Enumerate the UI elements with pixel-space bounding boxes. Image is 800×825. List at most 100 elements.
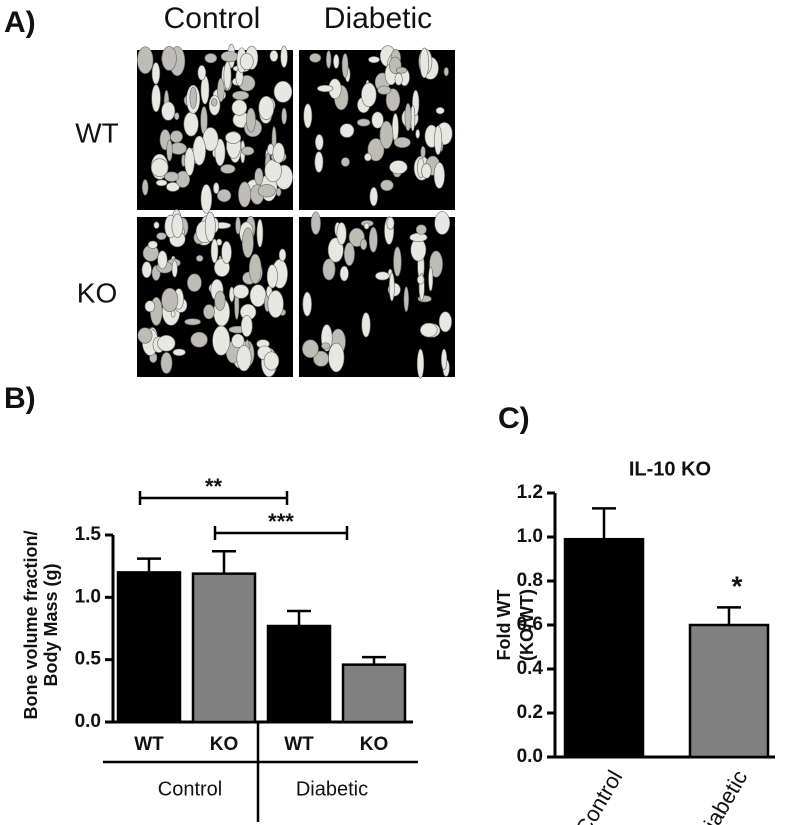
bone-blob [314, 134, 324, 151]
bone-blob [344, 242, 355, 266]
bone-blob [183, 111, 199, 137]
bone-blob [438, 311, 452, 333]
bone-blob [302, 291, 312, 317]
bone-blob [341, 53, 349, 79]
bone-blob [303, 103, 313, 129]
bone-blob [137, 327, 153, 344]
bone-blob [368, 56, 380, 64]
bone-blob [420, 146, 426, 159]
bone-blob [389, 160, 408, 175]
bone-blob [416, 348, 425, 379]
bone-blob [217, 78, 225, 103]
y-axis-label: Body Mass (g) [41, 563, 61, 686]
bone-blob [403, 286, 409, 312]
y-tick-label: 0.6 [517, 614, 543, 635]
bone-blob [190, 331, 208, 348]
bone-blob [147, 240, 158, 249]
bone-blob [428, 266, 434, 292]
column-label: Diabetic [324, 2, 432, 35]
bone-blob [240, 314, 253, 337]
bone-blob [257, 184, 276, 198]
bone-blob [339, 123, 355, 138]
group-label: Diabetic [296, 778, 368, 800]
bone-blob [203, 304, 215, 320]
x-tick-label: KO [360, 734, 389, 755]
row-label: KO [77, 277, 117, 308]
y-axis-label: (KO/WT) [517, 589, 537, 661]
y-tick-label: 1.5 [75, 524, 102, 545]
bone-blob [151, 84, 161, 113]
x-tick-label: Diabetic [691, 766, 752, 825]
bone-blob [171, 213, 184, 239]
bone-blob [367, 138, 385, 162]
bone-blob [160, 352, 173, 374]
panel-label: C) [498, 402, 530, 435]
bone-blob [238, 181, 252, 208]
x-tick-label: WT [134, 734, 164, 755]
significance-label: ** [205, 474, 223, 499]
bone-blob [220, 50, 239, 63]
bone-blob [278, 248, 287, 262]
ct-images [137, 43, 455, 379]
bone-blob [310, 211, 321, 235]
bone-blob [434, 211, 451, 235]
bone-blob [232, 90, 250, 101]
bone-blob [256, 219, 264, 248]
bone-blob [161, 46, 177, 71]
bone-blob [267, 290, 284, 318]
bone-blob [192, 135, 206, 166]
bone-blob [214, 138, 226, 167]
bone-blob [204, 211, 216, 242]
bone-blob [211, 98, 218, 107]
bone-blob [200, 184, 213, 214]
bone-blob [232, 284, 250, 299]
bone-blob [443, 67, 449, 77]
significance-label: * [732, 570, 743, 601]
bone-blob [214, 290, 226, 311]
bone-blob [269, 50, 279, 62]
bone-blob [435, 107, 445, 115]
bone-blob [394, 72, 403, 86]
bone-blob [246, 107, 256, 133]
bone-blob [263, 351, 280, 371]
bone-blob [213, 182, 220, 194]
bone-blob [157, 250, 168, 270]
bone-blob [231, 333, 245, 348]
bone-blob [417, 275, 425, 285]
bone-blob [161, 287, 179, 313]
bone-blob [241, 146, 255, 156]
bar [563, 537, 645, 759]
panel-label: B) [4, 382, 36, 415]
bone-blob [333, 54, 340, 69]
bone-blob [195, 254, 204, 262]
row-label: WT [75, 117, 119, 148]
bone-blob [204, 53, 217, 64]
bone-blob [389, 272, 395, 302]
bone-blob [151, 62, 161, 85]
bone-blob [189, 86, 197, 109]
bone-blob [363, 222, 370, 230]
bone-blob [393, 136, 411, 148]
x-tick-label: KO [210, 734, 239, 755]
bone-blob [326, 50, 332, 69]
bone-blob [210, 238, 219, 264]
bone-blob [328, 342, 345, 373]
bone-blob [225, 131, 242, 144]
bone-blob [336, 222, 347, 246]
bone-blob [153, 221, 160, 229]
bone-blob [415, 224, 427, 235]
bone-blob [235, 216, 241, 235]
y-tick-label: 0.4 [517, 658, 544, 679]
bone-blob [339, 265, 349, 282]
bone-blob [280, 45, 288, 68]
bone-blob [340, 157, 350, 167]
bone-blob [236, 345, 252, 372]
bone-blob [172, 348, 186, 357]
y-axis-label: Bone volume fraction/ [21, 530, 41, 719]
bone-blob [137, 46, 154, 74]
bone-blob [187, 273, 202, 292]
bone-blob [321, 342, 331, 350]
group-label: Control [158, 778, 222, 800]
bone-blob [377, 85, 392, 95]
bone-blob [419, 47, 429, 79]
